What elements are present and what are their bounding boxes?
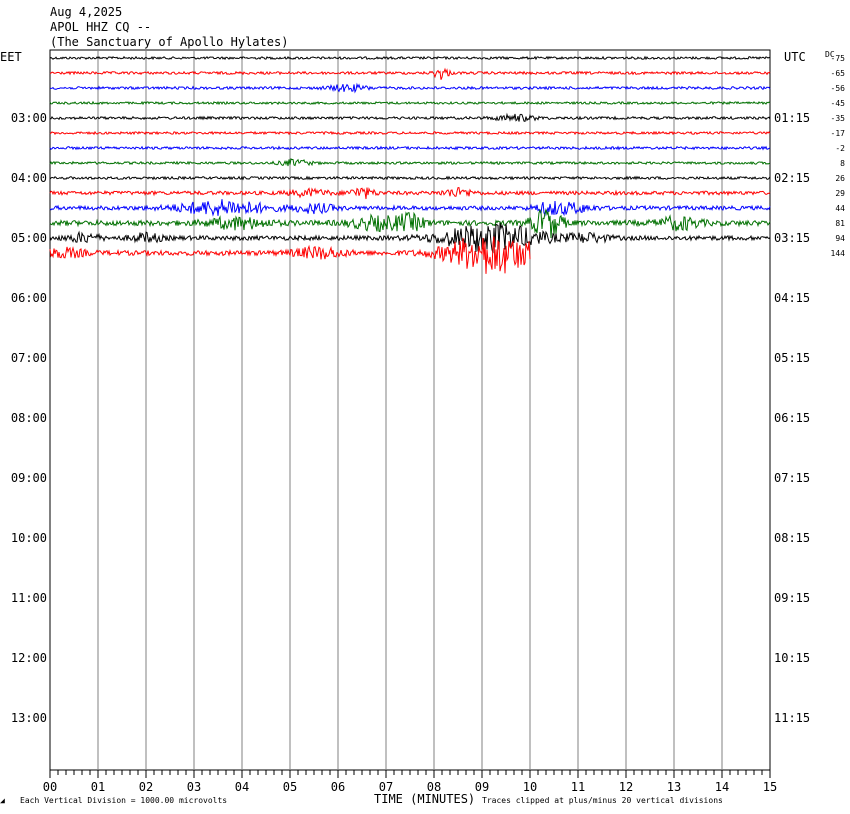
right-timezone-label: UTC [784, 50, 806, 64]
seismic-trace-12 [49, 208, 771, 239]
x-tick-label-14: 14 [715, 780, 729, 794]
seismic-trace-9 [49, 175, 771, 181]
hour-label-utc: 09:15 [774, 591, 810, 605]
dc-offset-6: -17 [831, 129, 846, 138]
station-label: APOL HHZ CQ -- [50, 20, 151, 34]
seismic-trace-13 [49, 222, 771, 254]
hour-label-local: 04:00 [11, 171, 47, 185]
left-timezone-label: EET [0, 50, 22, 64]
hour-label-utc: 01:15 [774, 111, 810, 125]
hour-label-utc: 11:15 [774, 711, 810, 725]
seismic-trace-5 [49, 112, 771, 123]
plot-frame [49, 49, 771, 771]
hour-label-utc: 03:15 [774, 231, 810, 245]
x-tick-label-07: 07 [379, 780, 393, 794]
x-tick-label-02: 02 [139, 780, 153, 794]
x-axis: 00 01 02 03 04 05 06 07 08 09 10 11 12 13 14 15 [43, 770, 777, 794]
hour-label-utc: 06:15 [774, 411, 810, 425]
vertical-division-note: Each Vertical Division = 1000.00 microvo… [20, 796, 227, 805]
dc-offset-4: -45 [831, 99, 846, 108]
seismic-trace-3 [49, 82, 771, 94]
date-label: Aug 4,2025 [50, 5, 122, 19]
x-tick-label-06: 06 [331, 780, 345, 794]
hour-label-utc: 07:15 [774, 471, 810, 485]
seismic-trace-10 [49, 187, 771, 200]
hour-label-utc: 08:15 [774, 531, 810, 545]
x-tick-label-08: 08 [427, 780, 441, 794]
hour-label-local: 13:00 [11, 711, 47, 725]
dc-offset-13: 94 [835, 234, 845, 243]
hour-label-local: 10:00 [11, 531, 47, 545]
dc-offset-10: 29 [835, 189, 845, 198]
hour-label-local: 09:00 [11, 471, 47, 485]
hour-label-local: 03:00 [11, 111, 47, 125]
x-tick-label-09: 09 [475, 780, 489, 794]
hour-label-utc: 04:15 [774, 291, 810, 305]
hour-label-local: 08:00 [11, 411, 47, 425]
seismic-trace-1 [49, 55, 771, 61]
hour-label-local: 11:00 [11, 591, 47, 605]
hour-label-local: 06:00 [11, 291, 47, 305]
dc-offset-9: 26 [835, 174, 845, 183]
clip-note: Traces clipped at plus/minus 20 vertical… [482, 796, 723, 805]
x-axis-title: TIME (MINUTES) [374, 792, 475, 806]
hour-label-utc: 05:15 [774, 351, 810, 365]
seismic-trace-8 [49, 158, 771, 167]
dc-offset-7: -2 [835, 144, 845, 153]
x-tick-label-05: 05 [283, 780, 297, 794]
x-tick-label-15: 15 [763, 780, 777, 794]
x-tick-label-10: 10 [523, 780, 537, 794]
x-tick-label-11: 11 [571, 780, 585, 794]
dc-offset-labels: -75 -65 -56 -45 -35 -17 -2 8 26 29 44 81 94 144 [831, 54, 846, 258]
hour-labels: 03:00 01:15 04:00 02:15 05:00 03:15 06:00 04:15… [11, 111, 810, 725]
dc-offset-12: 81 [835, 219, 845, 228]
dc-offset-11: 44 [835, 204, 845, 213]
hour-label-local: 07:00 [11, 351, 47, 365]
dc-offset-header: DC [825, 50, 835, 59]
dc-offset-8: 8 [840, 159, 845, 168]
seismic-traces [49, 55, 771, 274]
dc-offset-5: -35 [831, 114, 846, 123]
hour-label-local: 05:00 [11, 231, 47, 245]
seismic-trace-2 [49, 67, 771, 80]
hour-label-utc: 10:15 [774, 651, 810, 665]
dc-offset-1: -75 [831, 54, 846, 63]
x-tick-label-01: 01 [91, 780, 105, 794]
seismic-trace-6 [49, 130, 771, 136]
dc-offset-14: 144 [831, 249, 846, 258]
x-tick-label-04: 04 [235, 780, 249, 794]
x-tick-label-00: 00 [43, 780, 57, 794]
hour-label-utc: 02:15 [774, 171, 810, 185]
seismic-trace-4 [49, 100, 771, 106]
x-tick-label-13: 13 [667, 780, 681, 794]
hour-label-local: 12:00 [11, 651, 47, 665]
x-tick-label-03: 03 [187, 780, 201, 794]
minute-gridlines [97, 50, 723, 770]
dc-offset-3: -56 [831, 84, 846, 93]
seismic-trace-7 [49, 145, 771, 151]
dc-offset-2: -65 [831, 69, 846, 78]
x-tick-label-12: 12 [619, 780, 633, 794]
seismic-trace-14 [49, 236, 531, 274]
scale-icon: ◢ [0, 796, 5, 805]
seismic-trace-11 [49, 199, 771, 217]
site-label: (The Sanctuary of Apollo Hylates) [50, 35, 288, 49]
